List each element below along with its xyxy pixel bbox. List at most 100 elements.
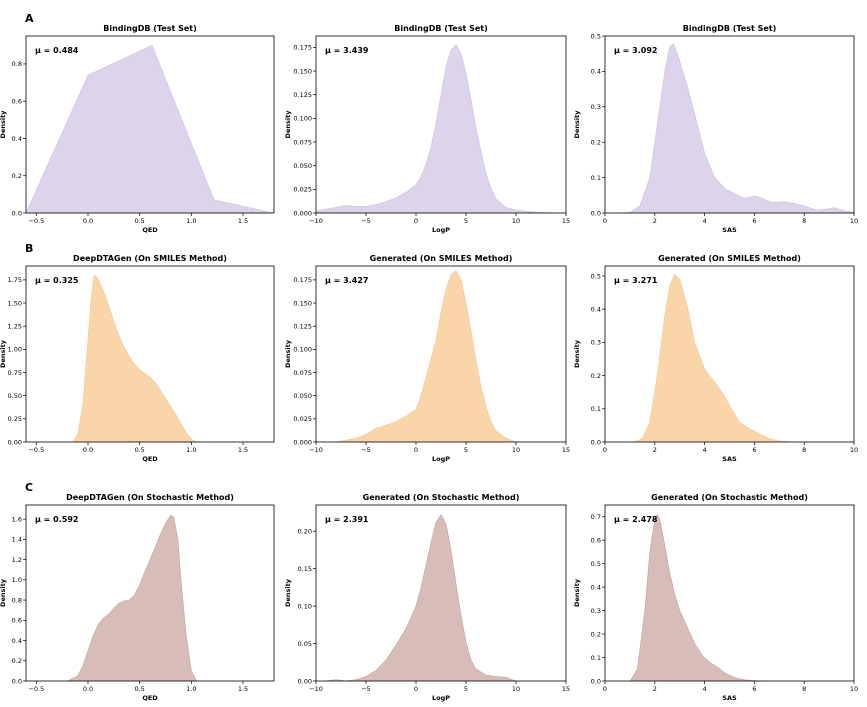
x-axis-label: QED <box>142 455 158 463</box>
x-tick-label: 15 <box>562 685 570 693</box>
x-tick-label: 1.0 <box>186 685 196 693</box>
y-axis-label: Density <box>573 578 581 607</box>
x-tick-label: 5 <box>464 217 468 225</box>
chart-title: DeepDTAGen (On SMILES Method) <box>73 254 227 263</box>
x-tick-label: 10 <box>850 685 858 693</box>
axes-frame <box>25 265 275 443</box>
x-tick-label: 6 <box>752 217 756 225</box>
axes-frame <box>604 265 855 443</box>
x-tick-label: 15 <box>562 217 570 225</box>
axes-frame <box>315 35 567 214</box>
chart-title: DeepDTAGen (On Stochastic Method) <box>66 493 234 502</box>
y-tick-label: 1.0 <box>12 576 22 584</box>
chart-panel-6: −0.5 0.0 0.5 1.0 1.5 0.0 0.2 0.4 0.6 0.8 1.0 1.2 1.4… <box>0 493 275 702</box>
chart-panel-2: 0 2 4 6 8 10 0.0 0.1 0.2 0.3 0.4 0.5 BindingDB (Test… <box>573 24 858 234</box>
chart-panel-8: 0 2 4 6 8 10 0.0 0.1 0.2 0.3 0.4 0.5 0.6 0.7 Generated… <box>573 493 858 702</box>
x-axis-label: SAS <box>722 455 737 463</box>
x-axis-label: LogP <box>432 455 450 463</box>
density-area <box>617 43 855 214</box>
density-area <box>629 514 768 682</box>
x-tick-label: 6 <box>752 685 756 693</box>
y-tick-label: 0.025 <box>293 186 312 194</box>
x-axis-label: SAS <box>722 694 737 702</box>
y-tick-label: 0.0 <box>591 677 601 685</box>
density-area <box>325 514 517 682</box>
axes-frame <box>25 35 275 214</box>
y-tick-label: 0.175 <box>293 276 312 284</box>
chart-title: BindingDB (Test Set) <box>394 24 487 33</box>
chart-title: BindingDB (Test Set) <box>103 24 196 33</box>
x-tick-label: 1.5 <box>238 217 248 225</box>
x-tick-label: 0.0 <box>83 217 93 225</box>
y-tick-label: 0.175 <box>293 44 312 52</box>
y-tick-label: 0.150 <box>293 67 312 75</box>
x-tick-label: −10 <box>309 217 323 225</box>
x-axis-label: LogP <box>432 226 450 234</box>
y-tick-label: 1.75 <box>8 276 22 284</box>
x-tick-label: 0.5 <box>134 217 144 225</box>
x-tick-label: 0.5 <box>134 446 144 454</box>
y-tick-label: 0.00 <box>8 438 22 446</box>
y-tick-label: 0.15 <box>298 565 312 573</box>
y-tick-label: 0.125 <box>293 91 312 99</box>
y-tick-label: 0.6 <box>12 98 22 106</box>
y-tick-label: 1.6 <box>12 515 22 523</box>
x-tick-label: −0.5 <box>28 685 44 693</box>
panel-label-a: A <box>25 12 34 25</box>
x-tick-label: 8 <box>802 685 806 693</box>
chart-panel-1: −10 −5 0 5 10 15 0.000 0.025 0.050 0.075 0.100 0.12… <box>284 24 570 234</box>
chart-panel-3: −0.5 0.0 0.5 1.0 1.5 0.00 0.25 0.50 0.75 1.00 1.25… <box>0 254 275 463</box>
x-tick-label: 0 <box>414 217 418 225</box>
density-area <box>25 45 275 214</box>
mean-annotation: μ = 0.484 <box>35 46 79 55</box>
y-tick-label: 0.6 <box>591 537 601 545</box>
chart-panel-7: −10 −5 0 5 10 15 0.00 0.05 0.10 0.15 0.20 Generated… <box>284 493 570 702</box>
y-tick-label: 0.1 <box>591 654 601 662</box>
x-tick-label: 0 <box>414 685 418 693</box>
x-tick-label: 2 <box>653 446 657 454</box>
y-tick-label: 0.075 <box>293 138 312 146</box>
x-tick-label: 5 <box>464 446 468 454</box>
y-axis-label: Density <box>573 339 581 368</box>
density-area <box>72 274 197 443</box>
mean-annotation: μ = 2.391 <box>325 515 369 524</box>
y-tick-label: 0.6 <box>12 617 22 625</box>
x-tick-label: 10 <box>850 446 858 454</box>
x-tick-label: 0 <box>603 685 607 693</box>
y-tick-label: 0.025 <box>293 415 312 423</box>
y-tick-label: 0.0 <box>591 438 601 446</box>
y-tick-label: 0.000 <box>293 209 312 217</box>
y-tick-label: 0.4 <box>12 135 22 143</box>
y-tick-label: 0.50 <box>8 392 22 400</box>
x-tick-label: 2 <box>653 217 657 225</box>
y-axis-label: Density <box>284 578 292 607</box>
mean-annotation: μ = 2.478 <box>614 515 658 524</box>
y-tick-label: 0.5 <box>591 272 601 280</box>
y-tick-label: 0.2 <box>12 172 22 180</box>
x-axis-label: SAS <box>722 226 737 234</box>
y-tick-label: 0.125 <box>293 323 312 331</box>
x-tick-label: 10 <box>512 685 520 693</box>
y-tick-label: 0.25 <box>8 415 22 423</box>
y-tick-label: 0.10 <box>298 602 312 610</box>
panel-label-b: B <box>25 242 33 255</box>
y-tick-label: 1.50 <box>8 299 22 307</box>
chart-panel-0: −0.5 0.0 0.5 1.0 1.5 0.0 0.2 0.4 0.6 0.8 BindingDB… <box>0 24 275 234</box>
y-tick-label: 0.0 <box>12 209 22 217</box>
y-tick-label: 0.3 <box>591 607 601 615</box>
x-tick-label: −0.5 <box>28 217 44 225</box>
y-axis-label: Density <box>573 110 581 139</box>
x-axis-label: QED <box>142 226 158 234</box>
y-tick-label: 0.2 <box>12 657 22 665</box>
y-tick-label: 0.4 <box>591 305 601 313</box>
y-tick-label: 1.00 <box>8 346 22 354</box>
y-tick-label: 1.25 <box>8 323 22 331</box>
y-tick-label: 0.050 <box>293 162 312 170</box>
y-tick-label: 0.4 <box>12 637 22 645</box>
y-tick-label: 0.2 <box>591 630 601 638</box>
y-tick-label: 0.4 <box>591 583 601 591</box>
density-area <box>335 270 517 443</box>
x-tick-label: 10 <box>512 217 520 225</box>
y-tick-label: 0.7 <box>591 513 601 521</box>
